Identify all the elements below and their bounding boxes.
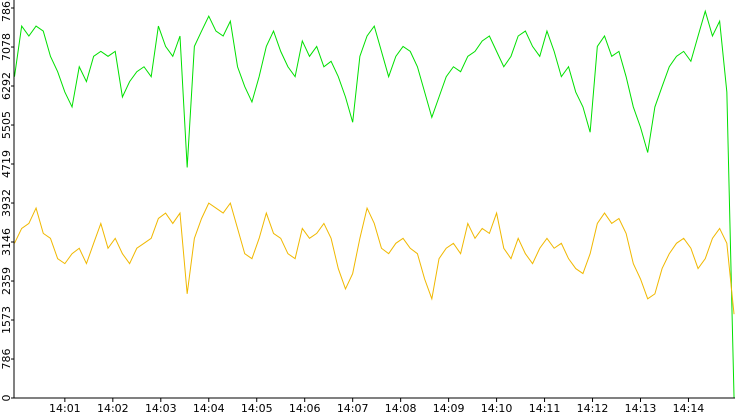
x-tick-label: 14:06 bbox=[289, 402, 321, 415]
x-tick-label: 14:10 bbox=[481, 402, 513, 415]
x-tick-label: 14:12 bbox=[577, 402, 609, 415]
x-tick-label: 14:09 bbox=[433, 402, 465, 415]
y-tick-label: 5505 bbox=[0, 111, 13, 139]
x-tick-label: 14:08 bbox=[385, 402, 417, 415]
x-tick-label: 14:07 bbox=[337, 402, 369, 415]
x-tick-label: 14:02 bbox=[97, 402, 129, 415]
y-tick-label: 7078 bbox=[0, 33, 13, 61]
y-tick-label: 786 bbox=[0, 349, 13, 370]
x-tick-label: 14:05 bbox=[241, 402, 273, 415]
x-tick-label: 14:03 bbox=[145, 402, 177, 415]
x-tick-label: 14:01 bbox=[49, 402, 81, 415]
y-tick-label: 3932 bbox=[0, 189, 13, 217]
x-tick-label: 14:11 bbox=[529, 402, 561, 415]
series-line bbox=[14, 201, 735, 315]
x-tick-label: 14:04 bbox=[193, 402, 225, 415]
series-line bbox=[13, 9, 735, 399]
x-tick-label: 14:13 bbox=[625, 402, 657, 415]
y-tick-label: 1573 bbox=[0, 306, 13, 334]
y-tick-label: 6292 bbox=[0, 72, 13, 100]
y-tick-label: 4719 bbox=[0, 150, 13, 178]
x-tick-label: 14:14 bbox=[673, 402, 705, 415]
y-tick-label: 2359 bbox=[0, 267, 13, 295]
y-tick-label: 7865 bbox=[0, 0, 13, 22]
y-tick-label: 3146 bbox=[0, 228, 13, 256]
y-tick-label: 0 bbox=[0, 395, 13, 402]
